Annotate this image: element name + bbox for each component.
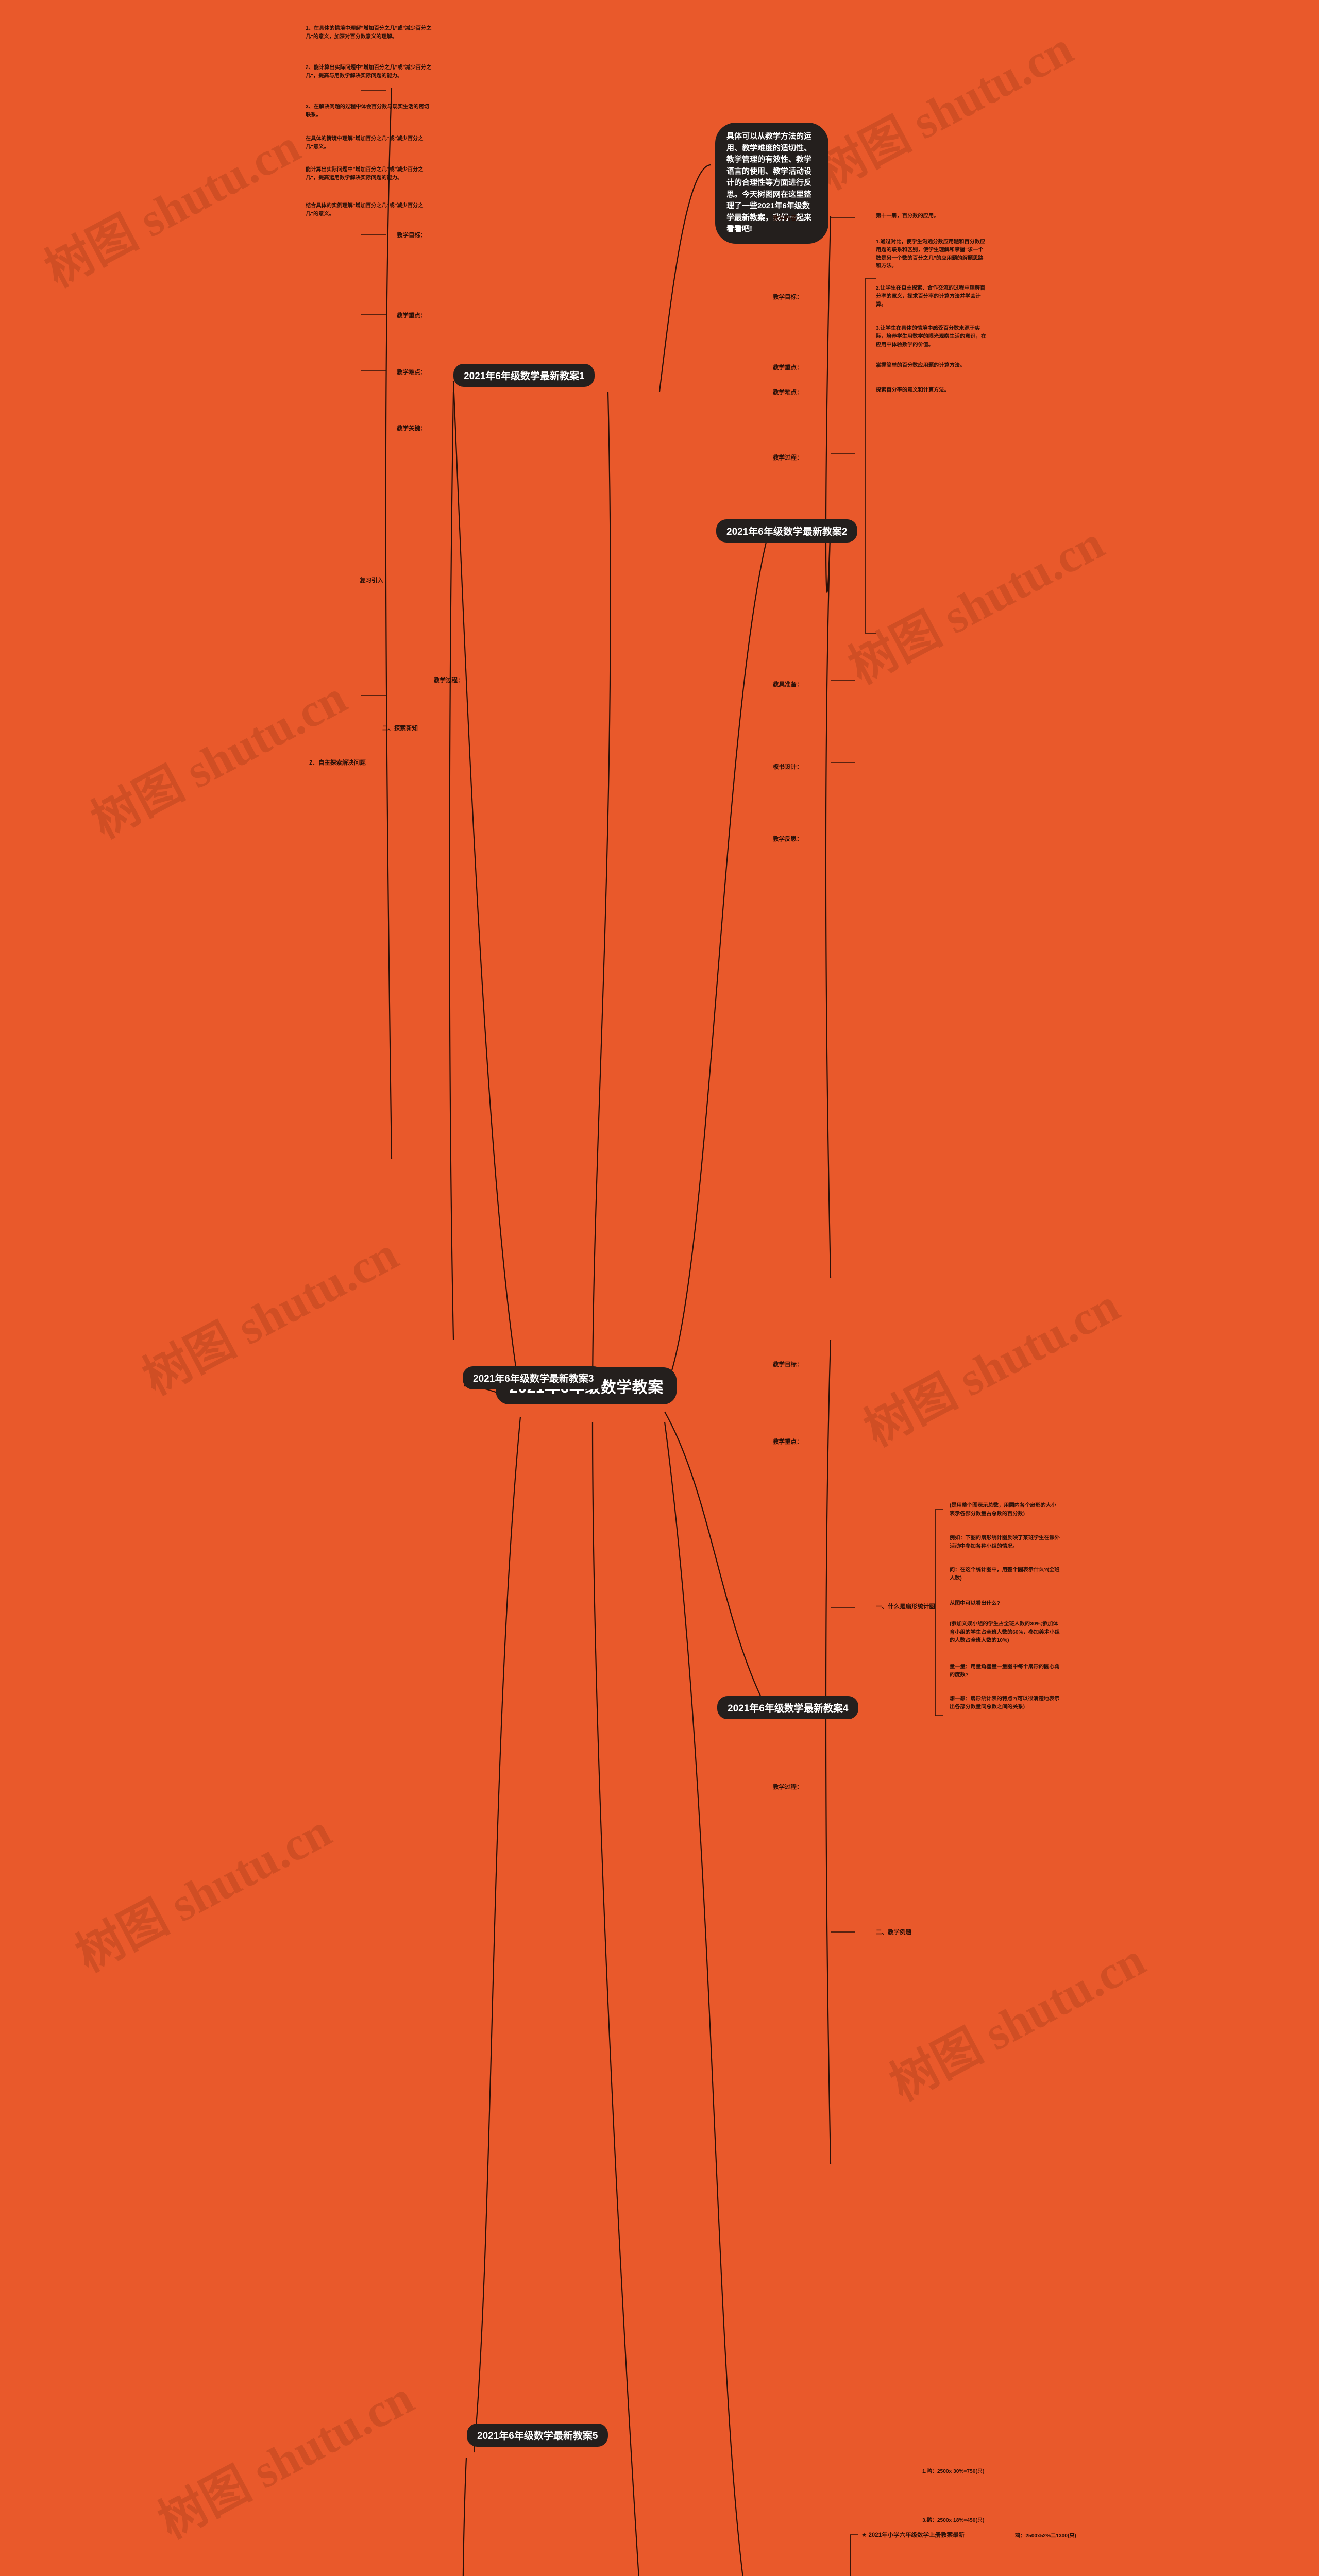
label-explore-b1: 二、探索新知 [382, 725, 418, 732]
label-selfexplore-b1: 2、自主探索解决问题 [309, 760, 366, 766]
label-key-b1: 教学关键： [397, 426, 427, 432]
text-goal-2-b2: 2.让学生在自主探索、合作交流的过程中理解百分率的意义，探求百分率的计算方法并学… [876, 285, 986, 308]
label-process-b4: 教学过程： [773, 1784, 803, 1790]
text-content-b2: 第十一册，百分数的应用。 [876, 213, 939, 219]
label-process-b1: 教学过程： [434, 677, 464, 684]
label-goal-b2: 教学目标： [773, 294, 803, 300]
text-goal-3-b2: 3.让学生在具体的情境中感受百分数来源于实际，培养学生用数学的眼光观察生活的意识… [876, 326, 986, 348]
label-reflect-b2: 教学反思： [773, 836, 803, 842]
label-difficulty-b2: 教学难点： [773, 389, 803, 396]
text-s1-2-b4: 问：在这个统计图中，用整个圆表示什么?(全班人数) [950, 1567, 1060, 1581]
text-difficulty-b1: 能计算出实际问题中"增加百分之几"或"减少百分之几"，提高运用数学解决实际问题的… [306, 167, 424, 181]
watermark: 树图 shutu.cn [150, 2370, 422, 2549]
label-section2-b4: 二、教学例题 [876, 1929, 911, 1936]
label-prepare-b2: 教具准备： [773, 682, 803, 688]
branch-node-2[interactable]: 2021年6年级数学最新教案2 [716, 519, 858, 543]
label-section1-b4: 一、什么是扇形统计图 [876, 1604, 935, 1610]
related-article-0[interactable]: ★ 2021年小学六年级数学上册教案最新 [861, 2532, 965, 2538]
watermark: 树图 shutu.cn [37, 119, 309, 297]
answer-2-b4: 鸡：2500x52%二1300(只) [1015, 2533, 1076, 2539]
branch-node-3[interactable]: 2021年6年级数学最新教案3 [463, 1366, 604, 1389]
label-focus-b1: 教学重点： [397, 313, 427, 319]
watermark: 树图 shutu.cn [882, 1933, 1154, 2111]
text-s1-0-b4: (是用整个图表示总数，用圆内各个扇形的大小表示各部分数量占总数的百分数) [950, 1503, 1057, 1517]
label-review-b1: 复习引入 [360, 578, 383, 584]
label-content-b2: 教学内容： [773, 215, 803, 222]
text-s1-3-b4: 从图中可以看出什么? [950, 1601, 1000, 1606]
text-s1-6-b4: 想一想：扇形统计表的特点?(可以很清楚地表示出各部分数量同总数之间的关系) [950, 1696, 1060, 1710]
text-key-b1: 结合具体的实例理解"增加百分之几"或"减少百分之几"的意义。 [306, 203, 424, 217]
intro-node[interactable]: 具体可以从教学方法的运用、教学难度的适切性、教学管理的有效性、教学语言的使用、教… [715, 123, 828, 244]
text-s1-4-b4: (参加文娱小组的学生占全班人数的30%;参加体育小组的学生占全班人数的60%，参… [950, 1621, 1060, 1643]
text-difficulty-b2: 探索百分率的意义和计算方法。 [876, 387, 950, 393]
branch-node-4[interactable]: 2021年6年级数学最新教案4 [717, 1696, 859, 1719]
watermark: 树图 shutu.cn [856, 1278, 1128, 1456]
text-goal-3-b1: 3、在解决问题的过程中体会百分数与现实生活的密切联系。 [306, 104, 429, 118]
watermark: 树图 shutu.cn [134, 1227, 407, 1405]
label-focus-b4: 教学重点： [773, 1439, 803, 1445]
branch-node-5[interactable]: 2021年6年级数学最新教案5 [467, 2424, 608, 2447]
text-focus-b2: 掌握简单的百分数应用题的计算方法。 [876, 363, 966, 368]
text-goal-1-b1: 1、在具体的情境中理解"增加百分之几"或"减少百分之几"的意义，加深对百分数意义… [306, 26, 432, 40]
label-process-b2: 教学过程： [773, 455, 803, 461]
label-difficulty-b1: 教学难点： [397, 369, 427, 376]
watermark: 树图 shutu.cn [83, 670, 355, 849]
text-goal-1-b2: 1.通过对比，使学生沟通分数应用题和百分数应用题的联系和区别，使学生理解和掌握"… [876, 239, 986, 269]
branch-node-1[interactable]: 2021年6年级数学最新教案1 [453, 364, 595, 387]
text-s1-1-b4: 例如：下图的扇形统计图反映了某班学生在课外活动中参加各种小组的情况。 [950, 1535, 1060, 1549]
text-focus-b1: 在具体的情境中理解"增加百分之几"或"减少百分之几"意义。 [306, 136, 424, 150]
text-goal-2-b1: 2、能计算出实际问题中"增加百分之几"或"减少百分之几"，提高与用数学解决实际问… [306, 65, 432, 79]
answer-0-b4: 1.鸭：2500x 30%=750(只) [922, 2469, 985, 2475]
label-goal-b4: 教学目标： [773, 1362, 803, 1368]
label-design-b2: 板书设计： [773, 764, 803, 770]
label-goal-b1: 教学目标： [397, 232, 427, 239]
label-focus-b2: 教学重点： [773, 365, 803, 371]
watermark: 树图 shutu.cn [840, 516, 1112, 694]
watermark: 树图 shutu.cn [809, 21, 1081, 199]
answer-1-b4: 3.鹅：2500x 18%=450(只) [922, 2518, 985, 2523]
text-s1-5-b4: 量一量：用量角器量一量图中每个扇形的圆心角的度数? [950, 1664, 1060, 1678]
watermark: 树图 shutu.cn [67, 1804, 340, 1982]
